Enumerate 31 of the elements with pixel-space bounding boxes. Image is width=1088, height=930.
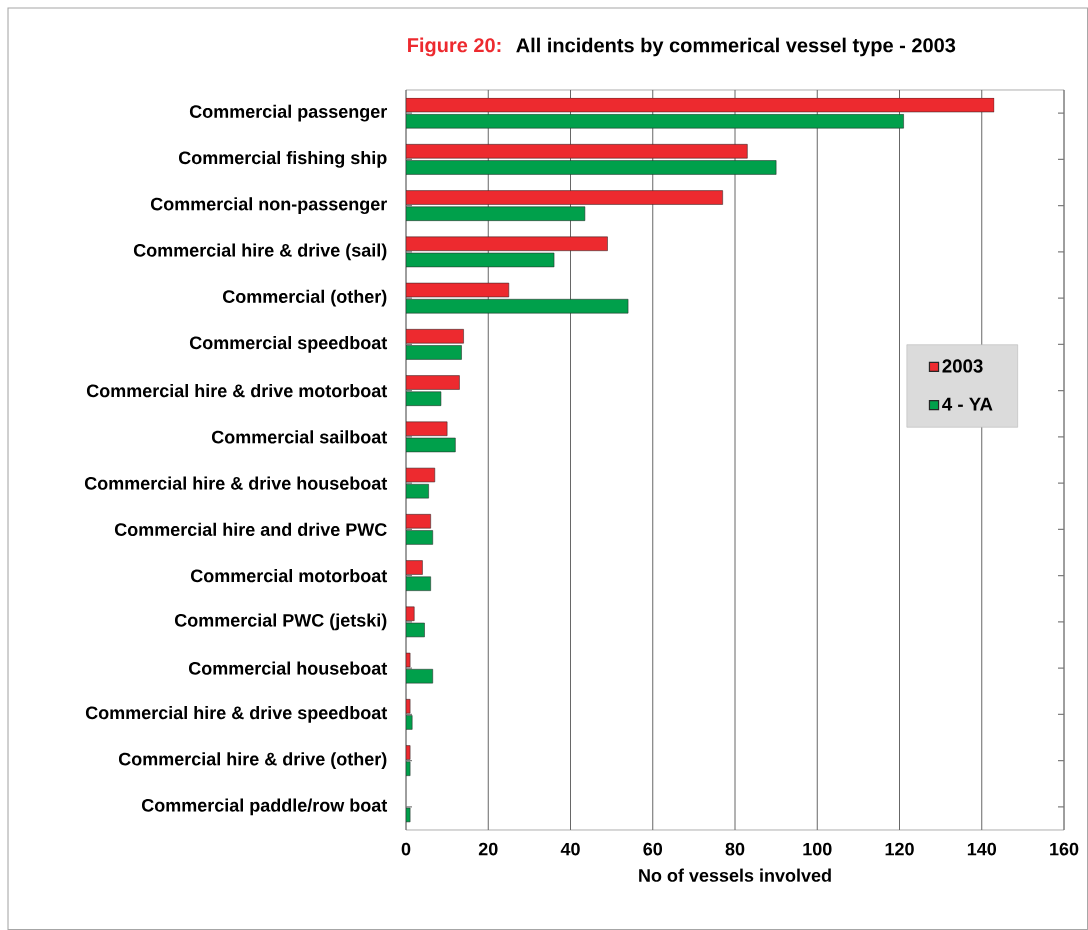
x-tick-label: 60 — [643, 842, 663, 856]
legend-label: 4 - YA — [942, 397, 993, 411]
x-tick-label: 120 — [885, 842, 914, 856]
y-tick-label: Commercial paddle/row boat — [141, 798, 388, 816]
x-tick-label: 140 — [967, 842, 997, 856]
y-tick-label: Commercial PWC (jetski) — [174, 613, 387, 631]
x-tick-label: 80 — [725, 842, 745, 856]
y-tick-label: Commercial hire & drive (other) — [118, 752, 387, 770]
chart-subtitle: All incidents by commerical vessel type - 2003 — [516, 37, 956, 57]
y-tick-label: Commercial fishing ship — [178, 150, 387, 168]
y-tick-label: Commercial hire & drive houseboat — [84, 476, 388, 490]
x-tick-label: 40 — [560, 842, 580, 856]
x-tick-label: 0 — [401, 842, 411, 856]
x-tick-label: 20 — [478, 842, 498, 856]
y-tick-label: Commercial speedboat — [189, 335, 388, 353]
y-tick-label: Commercial hire & drive speedboat — [85, 705, 388, 723]
y-tick-label: Commercial non-passenger — [150, 197, 387, 215]
y-tick-label: Commercial houseboat — [188, 661, 388, 675]
y-tick-label: Commercial motorboat — [190, 569, 388, 583]
x-tick-label: 160 — [1050, 842, 1079, 856]
y-tick-label: Commercial passenger — [189, 104, 387, 122]
y-tick-label: Commercial (other) — [222, 289, 387, 307]
bar — [406, 807, 411, 823]
x-axis-title: No of vessels involved — [639, 868, 831, 882]
y-tick-label: Commercial hire and drive PWC — [114, 522, 387, 536]
legend-label: 2003 — [942, 359, 983, 373]
y-tick-label: Commercial hire & drive (sail) — [133, 243, 387, 261]
chart-title: Figure 20: — [408, 37, 501, 57]
x-tick-label: 100 — [803, 842, 832, 856]
y-tick-label: Commercial hire & drive motorboat — [86, 384, 388, 398]
y-tick-label: Commercial sailboat — [211, 430, 388, 444]
